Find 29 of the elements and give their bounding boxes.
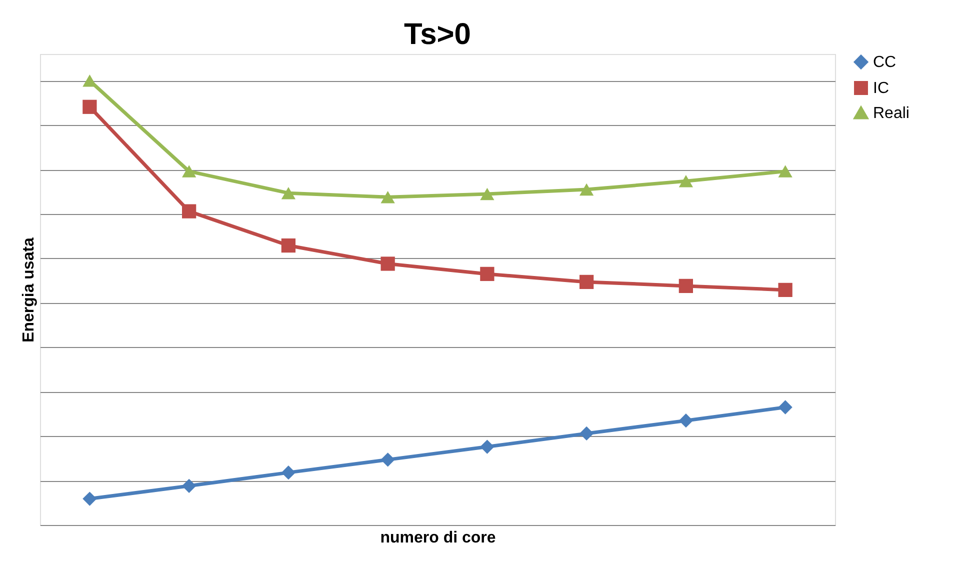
point bbox=[579, 426, 594, 441]
point bbox=[82, 100, 97, 114]
point bbox=[579, 183, 594, 196]
point bbox=[480, 188, 494, 200]
point bbox=[281, 186, 296, 200]
point bbox=[678, 414, 694, 428]
chart-title: Ts>0 bbox=[404, 18, 471, 51]
point bbox=[82, 492, 97, 506]
point bbox=[480, 266, 494, 282]
point bbox=[281, 465, 296, 480]
legend-label: IC bbox=[873, 80, 889, 97]
point bbox=[778, 282, 792, 298]
point bbox=[182, 165, 196, 178]
point bbox=[380, 256, 395, 271]
legend-label: CC bbox=[873, 54, 896, 71]
point bbox=[678, 174, 694, 188]
point bbox=[380, 190, 395, 204]
x-axis-title: numero di core bbox=[380, 530, 496, 546]
point bbox=[579, 274, 594, 290]
point bbox=[678, 278, 694, 294]
point bbox=[182, 478, 196, 493]
point bbox=[380, 452, 395, 467]
point bbox=[182, 204, 196, 218]
legend-label: Reali bbox=[873, 105, 910, 122]
point bbox=[281, 238, 296, 253]
point bbox=[778, 165, 792, 178]
point bbox=[778, 400, 792, 414]
point bbox=[480, 440, 494, 454]
y-axis-title: Energia usata bbox=[20, 237, 38, 342]
